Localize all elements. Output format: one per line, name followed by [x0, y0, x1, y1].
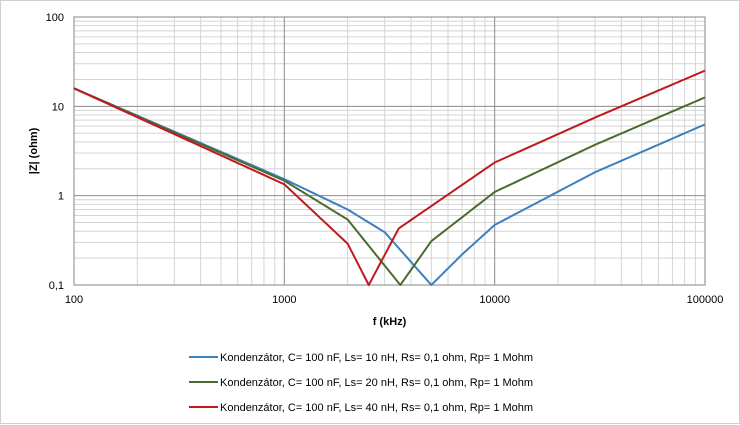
x-tick-label: 100: [65, 294, 83, 306]
series-line: [73, 69, 706, 286]
x-tick-label: 100000: [687, 294, 724, 306]
x-axis-ticks: 100 1000 10000 100000: [65, 294, 724, 306]
series-lines: [73, 69, 706, 286]
legend-label: Kondenzátor, C= 100 nF, Ls= 40 nH, Rs= 0…: [220, 402, 533, 414]
y-tick-label: 10: [52, 101, 64, 113]
legend-label: Kondenzátor, C= 100 nF, Ls= 20 nH, Rs= 0…: [220, 377, 533, 389]
y-axis-ticks: 0,1 1 10 100: [46, 12, 64, 292]
legend: Kondenzátor, C= 100 nF, Ls= 10 nH, Rs= 0…: [189, 352, 533, 414]
x-tick-label: 1000: [272, 294, 296, 306]
y-axis-title: |Z| (ohm): [28, 127, 40, 174]
plot-area: [73, 16, 706, 286]
x-axis-title: f (kHz): [373, 316, 407, 328]
y-tick-label: 1: [58, 191, 64, 203]
series-line: [73, 87, 706, 286]
y-tick-label: 100: [46, 12, 64, 24]
legend-label: Kondenzátor, C= 100 nF, Ls= 10 nH, Rs= 0…: [220, 352, 533, 364]
series-line: [73, 87, 706, 286]
x-tick-label: 10000: [479, 294, 510, 306]
y-tick-label: 0,1: [49, 280, 64, 292]
